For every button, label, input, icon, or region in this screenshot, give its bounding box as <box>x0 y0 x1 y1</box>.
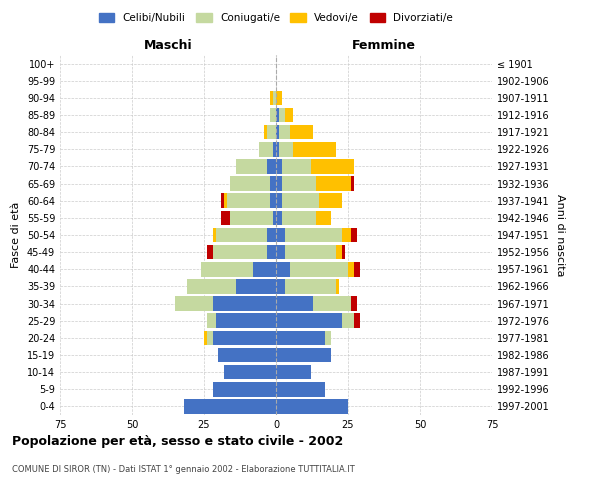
Bar <box>236 159 268 174</box>
Bar <box>253 262 276 276</box>
Bar <box>276 382 325 396</box>
Bar <box>212 228 215 242</box>
Bar <box>184 399 276 413</box>
Bar <box>276 245 284 260</box>
Bar <box>276 210 282 225</box>
Bar <box>348 262 354 276</box>
Bar <box>276 159 282 174</box>
Bar <box>212 330 276 345</box>
Bar <box>207 245 212 260</box>
Bar <box>276 365 311 380</box>
Bar <box>215 228 268 242</box>
Bar <box>290 125 313 140</box>
Y-axis label: Anni di nascita: Anni di nascita <box>555 194 565 276</box>
Bar <box>221 194 224 208</box>
Bar <box>212 296 276 311</box>
Bar <box>207 330 212 345</box>
Bar <box>282 194 319 208</box>
Bar <box>337 245 342 260</box>
Bar <box>284 279 337 293</box>
Bar <box>316 176 351 191</box>
Bar <box>284 245 337 260</box>
Bar <box>276 296 313 311</box>
Bar <box>279 108 284 122</box>
Bar <box>204 330 207 345</box>
Bar <box>201 262 253 276</box>
Bar <box>290 262 348 276</box>
Bar <box>273 142 276 156</box>
Bar <box>207 314 215 328</box>
Bar <box>276 262 290 276</box>
Text: COMUNE DI SIROR (TN) - Dati ISTAT 1° gennaio 2002 - Elaborazione TUTTITALIA.IT: COMUNE DI SIROR (TN) - Dati ISTAT 1° gen… <box>12 465 355 474</box>
Bar <box>313 296 351 311</box>
Bar <box>282 210 316 225</box>
Bar <box>259 142 273 156</box>
Bar <box>279 142 293 156</box>
Bar <box>265 125 268 140</box>
Bar <box>276 330 325 345</box>
Bar <box>230 210 273 225</box>
Bar <box>276 399 348 413</box>
Bar <box>273 210 276 225</box>
Bar <box>276 194 282 208</box>
Text: Maschi: Maschi <box>143 38 193 52</box>
Bar <box>268 228 276 242</box>
Bar <box>221 210 230 225</box>
Bar <box>276 348 331 362</box>
Bar <box>354 262 359 276</box>
Bar <box>282 176 316 191</box>
Bar <box>270 194 276 208</box>
Bar <box>268 125 276 140</box>
Bar <box>311 159 354 174</box>
Text: Femmine: Femmine <box>352 38 416 52</box>
Bar <box>293 142 337 156</box>
Bar <box>276 108 279 122</box>
Bar <box>215 314 276 328</box>
Bar <box>224 194 227 208</box>
Bar <box>354 314 359 328</box>
Bar <box>268 245 276 260</box>
Bar <box>276 176 282 191</box>
Bar <box>175 296 212 311</box>
Bar <box>351 228 356 242</box>
Bar <box>230 176 270 191</box>
Bar <box>351 176 354 191</box>
Y-axis label: Fasce di età: Fasce di età <box>11 202 21 268</box>
Bar <box>337 279 340 293</box>
Bar <box>224 365 276 380</box>
Bar <box>342 245 345 260</box>
Bar <box>279 125 290 140</box>
Bar <box>351 296 356 311</box>
Bar <box>342 314 354 328</box>
Bar <box>212 382 276 396</box>
Bar <box>218 348 276 362</box>
Text: Popolazione per età, sesso e stato civile - 2002: Popolazione per età, sesso e stato civil… <box>12 435 343 448</box>
Bar <box>227 194 270 208</box>
Bar <box>270 90 273 105</box>
Bar <box>187 279 236 293</box>
Bar <box>282 159 311 174</box>
Bar <box>236 279 276 293</box>
Bar <box>276 90 282 105</box>
Bar <box>276 228 284 242</box>
Bar <box>270 176 276 191</box>
Bar <box>325 330 331 345</box>
Bar <box>273 90 276 105</box>
Bar <box>316 210 331 225</box>
Legend: Celibi/Nubili, Coniugati/e, Vedovi/e, Divorziati/e: Celibi/Nubili, Coniugati/e, Vedovi/e, Di… <box>95 10 457 26</box>
Bar <box>276 314 342 328</box>
Bar <box>284 108 293 122</box>
Bar <box>284 228 342 242</box>
Bar <box>276 279 284 293</box>
Bar <box>342 228 351 242</box>
Bar <box>276 142 279 156</box>
Bar <box>276 125 279 140</box>
Bar <box>270 108 276 122</box>
Bar <box>268 159 276 174</box>
Bar <box>212 245 268 260</box>
Bar <box>319 194 342 208</box>
